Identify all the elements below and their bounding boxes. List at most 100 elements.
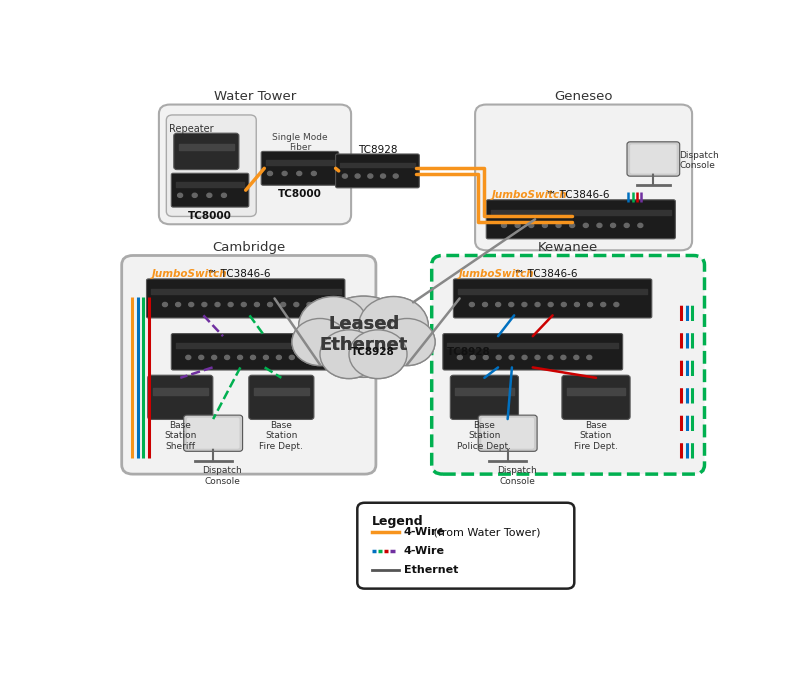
Circle shape bbox=[294, 302, 298, 307]
FancyBboxPatch shape bbox=[159, 105, 351, 224]
Circle shape bbox=[298, 297, 368, 355]
Circle shape bbox=[496, 356, 501, 360]
FancyBboxPatch shape bbox=[627, 142, 680, 176]
Circle shape bbox=[276, 356, 282, 360]
FancyBboxPatch shape bbox=[171, 333, 351, 370]
Text: TC8928: TC8928 bbox=[358, 145, 397, 155]
Circle shape bbox=[535, 356, 540, 360]
FancyBboxPatch shape bbox=[562, 375, 630, 419]
Text: Geneseo: Geneseo bbox=[554, 90, 613, 103]
Circle shape bbox=[597, 223, 602, 228]
Circle shape bbox=[522, 356, 527, 360]
FancyBboxPatch shape bbox=[358, 503, 574, 589]
Circle shape bbox=[522, 302, 527, 307]
Circle shape bbox=[355, 174, 360, 178]
Circle shape bbox=[176, 302, 181, 307]
Circle shape bbox=[614, 302, 619, 307]
Circle shape bbox=[349, 330, 407, 379]
Circle shape bbox=[574, 356, 578, 360]
FancyBboxPatch shape bbox=[187, 418, 239, 449]
Circle shape bbox=[267, 172, 273, 176]
Text: Dispatch
Console: Dispatch Console bbox=[497, 466, 537, 485]
Circle shape bbox=[238, 356, 242, 360]
Circle shape bbox=[212, 356, 217, 360]
Circle shape bbox=[379, 318, 435, 366]
Circle shape bbox=[228, 302, 233, 307]
Circle shape bbox=[178, 193, 182, 197]
Circle shape bbox=[198, 356, 204, 360]
Circle shape bbox=[281, 302, 286, 307]
Circle shape bbox=[315, 296, 412, 377]
Text: ™ TC3846-6: ™ TC3846-6 bbox=[546, 190, 610, 200]
Circle shape bbox=[311, 172, 316, 176]
FancyBboxPatch shape bbox=[336, 154, 419, 188]
Circle shape bbox=[586, 356, 592, 360]
FancyBboxPatch shape bbox=[166, 115, 256, 216]
Circle shape bbox=[202, 302, 207, 307]
Circle shape bbox=[368, 174, 373, 178]
Text: TC8928: TC8928 bbox=[447, 347, 491, 357]
Circle shape bbox=[292, 318, 348, 366]
Circle shape bbox=[358, 297, 428, 355]
FancyBboxPatch shape bbox=[122, 256, 376, 474]
Text: Base
Station
Sheriff: Base Station Sheriff bbox=[164, 421, 197, 451]
Text: (from Water Tower): (from Water Tower) bbox=[430, 527, 540, 537]
Text: ™ TC3846-6: ™ TC3846-6 bbox=[206, 269, 270, 279]
Circle shape bbox=[509, 302, 514, 307]
Circle shape bbox=[307, 302, 312, 307]
Circle shape bbox=[342, 174, 347, 178]
Circle shape bbox=[222, 193, 226, 197]
Circle shape bbox=[570, 223, 574, 228]
Text: JumboSwitch: JumboSwitch bbox=[459, 269, 534, 279]
Circle shape bbox=[542, 223, 547, 228]
Text: JumboSwitch: JumboSwitch bbox=[492, 190, 567, 200]
FancyBboxPatch shape bbox=[262, 151, 338, 185]
Circle shape bbox=[556, 223, 561, 228]
Circle shape bbox=[162, 302, 167, 307]
Circle shape bbox=[610, 223, 615, 228]
Circle shape bbox=[315, 356, 320, 360]
Circle shape bbox=[583, 223, 588, 228]
Text: Legend: Legend bbox=[371, 514, 423, 528]
Circle shape bbox=[470, 356, 475, 360]
Text: Leased
Ethernet: Leased Ethernet bbox=[319, 315, 408, 354]
FancyBboxPatch shape bbox=[450, 375, 518, 419]
Circle shape bbox=[320, 330, 378, 379]
Circle shape bbox=[509, 356, 514, 360]
Circle shape bbox=[535, 302, 540, 307]
FancyBboxPatch shape bbox=[486, 200, 675, 239]
Text: Dispatch
Console: Dispatch Console bbox=[202, 466, 242, 485]
FancyBboxPatch shape bbox=[482, 418, 534, 449]
Circle shape bbox=[601, 302, 606, 307]
Circle shape bbox=[496, 302, 501, 307]
Text: TC8928: TC8928 bbox=[351, 347, 395, 357]
Text: Kewanee: Kewanee bbox=[538, 241, 598, 254]
Text: Water Tower: Water Tower bbox=[214, 90, 296, 103]
Circle shape bbox=[394, 174, 398, 178]
Circle shape bbox=[624, 223, 629, 228]
Text: Base
Station
Fire Dept.: Base Station Fire Dept. bbox=[574, 421, 618, 451]
FancyBboxPatch shape bbox=[174, 133, 239, 170]
Text: TC8000: TC8000 bbox=[278, 189, 322, 199]
Circle shape bbox=[548, 356, 553, 360]
FancyBboxPatch shape bbox=[171, 173, 249, 207]
Circle shape bbox=[574, 302, 579, 307]
Text: 4-Wire: 4-Wire bbox=[404, 546, 445, 556]
FancyBboxPatch shape bbox=[454, 279, 652, 318]
Circle shape bbox=[349, 330, 407, 379]
Circle shape bbox=[587, 302, 593, 307]
FancyBboxPatch shape bbox=[478, 415, 537, 452]
Text: Cambridge: Cambridge bbox=[212, 241, 286, 254]
Circle shape bbox=[263, 356, 269, 360]
Circle shape bbox=[282, 172, 287, 176]
Circle shape bbox=[502, 223, 506, 228]
FancyBboxPatch shape bbox=[148, 375, 213, 419]
Circle shape bbox=[225, 356, 230, 360]
FancyBboxPatch shape bbox=[443, 333, 622, 370]
Circle shape bbox=[470, 302, 474, 307]
Circle shape bbox=[290, 356, 294, 360]
Circle shape bbox=[250, 356, 255, 360]
Text: 4-Wire: 4-Wire bbox=[404, 527, 445, 537]
Text: ™ TC3846-6: ™ TC3846-6 bbox=[514, 269, 577, 279]
Circle shape bbox=[483, 356, 488, 360]
